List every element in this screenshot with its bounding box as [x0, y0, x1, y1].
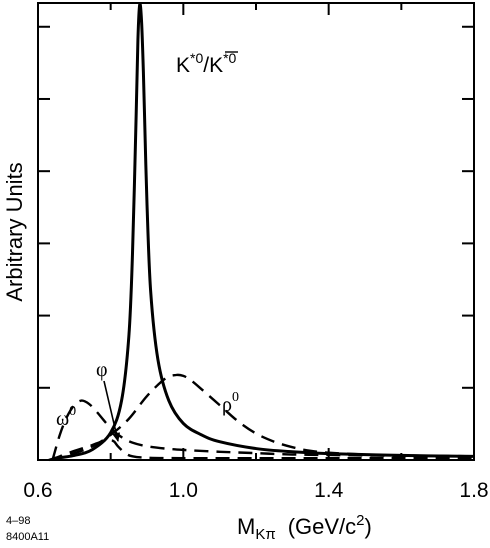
annotation-phi-arrow [103, 380, 121, 442]
x-axis-label: MKπ (GeV/c2) [237, 512, 372, 543]
annotation-kstar-sup1: *0 [190, 50, 203, 66]
x-tick-label: 0.6 [23, 479, 52, 502]
annotation-kstar-kbar: K [209, 54, 223, 77]
series-line-1 [51, 399, 475, 461]
annotation-rho: ρ0 [222, 390, 239, 416]
svg-text:K*0/K*0: K*0/K*0 [176, 50, 237, 77]
corner-note-line2: 8400A11 [6, 531, 49, 543]
x-axis-label-main: M [237, 514, 255, 539]
annotation-kstar-sep: / [203, 54, 209, 77]
x-tick-label: 1.0 [169, 479, 198, 502]
series-line-2 [48, 439, 474, 462]
annotation-rho-sup: 0 [232, 390, 239, 405]
x-tick-label: 1.8 [459, 479, 488, 502]
annotation-phi: φ [96, 359, 108, 381]
annotation-omega-symbol: ω [56, 408, 69, 430]
annotation-kstar: K*0/K*0 [176, 50, 238, 77]
annotation-rho-symbol: ρ [222, 394, 232, 416]
x-axis-label-units-close: ) [365, 514, 372, 539]
annotation-omega: ω0 [56, 404, 76, 430]
annotation-kstar-sup2: *0 [223, 50, 236, 66]
x-axis-label-units: (GeV/c [288, 514, 356, 539]
corner-note-line1: 4–98 [6, 515, 30, 527]
series-line-0 [52, 2, 475, 461]
series-layer [48, 2, 475, 462]
plot-frame [37, 2, 475, 461]
x-axis-label-sub: Kπ [255, 526, 275, 543]
x-axis-label-units-sup: 2 [356, 512, 364, 529]
ticks-layer: 0.6 1.0 1.4 1.8 [23, 3, 489, 502]
x-tick-label: 1.4 [314, 479, 344, 502]
y-axis-label: Arbitrary Units [2, 162, 27, 301]
annotation-kstar-k: K [176, 54, 190, 77]
annotation-omega-sup: 0 [69, 404, 76, 419]
